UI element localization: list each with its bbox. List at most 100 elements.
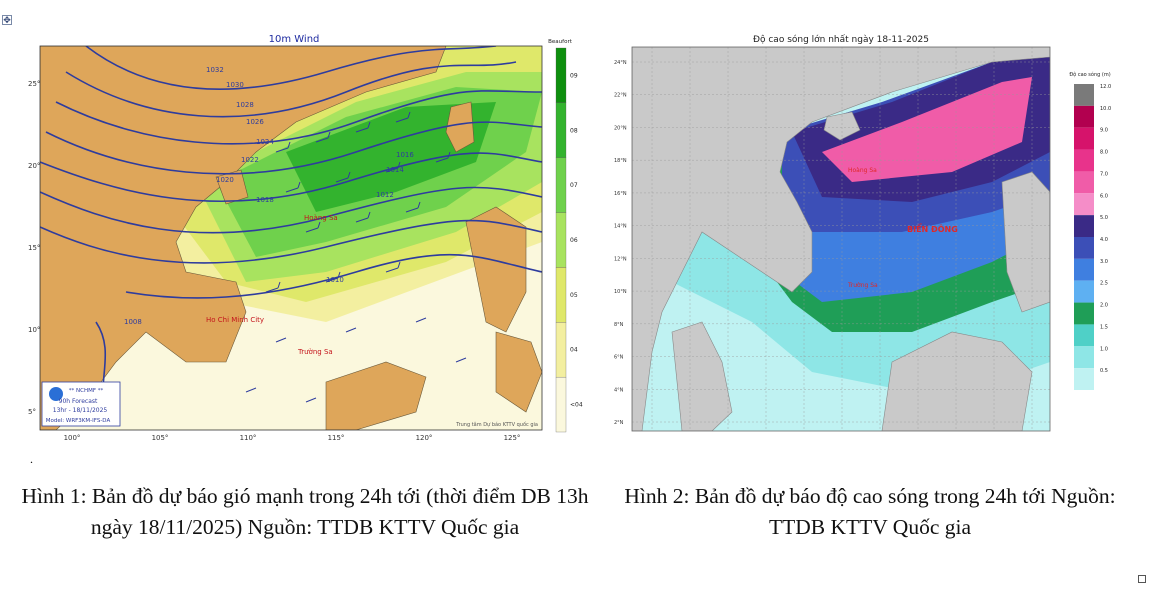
map-title: Độ cao sóng lớn nhất ngày 18-11-2025 bbox=[753, 34, 929, 45]
paragraph-marker: . bbox=[30, 452, 33, 466]
lat-tick-label: 15° bbox=[28, 244, 40, 252]
legend-label: 3.0 bbox=[1100, 259, 1108, 265]
legend-swatch bbox=[1074, 215, 1094, 237]
legend-swatch bbox=[555, 376, 567, 433]
lon-tick-label: 125° bbox=[504, 434, 521, 442]
isobar-label: 1030 bbox=[226, 81, 244, 89]
lat-tick-label: 5° bbox=[28, 408, 36, 416]
legend-label: 06 bbox=[570, 237, 578, 244]
legend-label: 12.0 bbox=[1100, 84, 1111, 90]
move-anchor-icon[interactable]: ✥ bbox=[2, 15, 12, 26]
legend-swatch bbox=[1074, 346, 1094, 369]
isobar-label: 1032 bbox=[206, 66, 224, 74]
legend-label: <04 bbox=[570, 402, 583, 409]
org-label: ** NCHMF ** bbox=[69, 388, 104, 394]
lat-tick-label: 20°N bbox=[614, 125, 627, 131]
legend-swatch bbox=[555, 102, 567, 158]
isobar-label: 1026 bbox=[246, 118, 264, 126]
place-label: Hoàng Sa bbox=[304, 214, 338, 222]
isobar-label: 1012 bbox=[376, 191, 394, 199]
legend-label: 1.5 bbox=[1100, 324, 1108, 330]
legend-swatch bbox=[1074, 302, 1094, 325]
resize-handle-icon[interactable] bbox=[1138, 575, 1146, 583]
wave-height-map: BIỂN ĐÔNG Hoàng Sa Trường Sa Độ cao sóng… bbox=[614, 34, 1111, 432]
sea-label: BIỂN ĐÔNG bbox=[907, 222, 958, 234]
legend-label: 07 bbox=[570, 182, 578, 189]
lon-tick-label: 100° bbox=[64, 434, 81, 442]
legend-swatch bbox=[1074, 149, 1094, 172]
legend-swatch bbox=[1074, 237, 1094, 259]
legend-title: Beaufort bbox=[548, 39, 573, 45]
legend-label: 2.0 bbox=[1100, 303, 1108, 309]
forecast-hour: 90h Forecast bbox=[59, 398, 98, 405]
isobar-label: 1010 bbox=[326, 276, 344, 284]
map-footer: Trung tâm Dự báo KTTV quốc gia bbox=[455, 421, 538, 428]
legend-label: 05 bbox=[570, 292, 578, 299]
legend-swatch bbox=[1074, 280, 1094, 303]
place-label: Ho Chi Minh City bbox=[206, 316, 264, 324]
legend-swatch bbox=[555, 157, 567, 213]
legend-label: 8.0 bbox=[1100, 150, 1108, 156]
figure-2-caption: Hình 2: Bản đồ dự báo độ cao sóng trong … bbox=[624, 484, 1116, 539]
lon-tick-label: 105° bbox=[152, 434, 169, 442]
legend-swatch bbox=[1074, 368, 1094, 390]
lat-tick-label: 25° bbox=[28, 80, 40, 88]
legend-label: 1.0 bbox=[1100, 346, 1108, 352]
nchmf-logo-icon bbox=[49, 387, 63, 401]
forecast-time: 13hr - 18/11/2025 bbox=[53, 407, 108, 414]
legend-label: 08 bbox=[570, 127, 578, 134]
legend-label: 0.5 bbox=[1100, 368, 1108, 374]
lon-tick-label: 120° bbox=[416, 434, 433, 442]
lat-tick-label: 20° bbox=[28, 162, 40, 170]
lat-tick-label: 24°N bbox=[614, 60, 627, 66]
isobar-label: 1028 bbox=[236, 101, 254, 109]
legend-swatch bbox=[555, 212, 567, 268]
model-name: Model: WRF3KM-IFS-DA bbox=[46, 418, 111, 424]
map-title: 10m Wind bbox=[269, 34, 320, 45]
isobar-label: 1014 bbox=[386, 166, 404, 174]
lat-tick-label: 22°N bbox=[614, 93, 627, 99]
figure-1-caption: Hình 1: Bản đồ dự báo gió mạnh trong 24h… bbox=[21, 484, 589, 539]
isobar-label: 1024 bbox=[256, 138, 274, 146]
legend-label: 10.0 bbox=[1100, 106, 1111, 112]
lat-tick-label: 4°N bbox=[614, 387, 624, 393]
legend-label: 9.0 bbox=[1100, 128, 1108, 134]
lat-tick-label: 2°N bbox=[614, 420, 624, 426]
legend-title: Độ cao sóng (m) bbox=[1069, 71, 1110, 78]
lat-tick-label: 10° bbox=[28, 326, 40, 334]
lat-tick-label: 14°N bbox=[614, 224, 627, 230]
legend-swatch bbox=[555, 322, 567, 378]
legend-label: 7.0 bbox=[1100, 171, 1108, 177]
legend-label: 09 bbox=[570, 72, 578, 79]
legend-label: 5.0 bbox=[1100, 215, 1108, 221]
isobar-label: 1018 bbox=[256, 196, 274, 204]
legend-swatch bbox=[1074, 171, 1094, 194]
legend-swatch bbox=[555, 47, 567, 104]
lon-tick-label: 110° bbox=[240, 434, 257, 442]
legend-label: 2.5 bbox=[1100, 281, 1108, 287]
legend-label: 6.0 bbox=[1100, 193, 1108, 199]
place-label: Trường Sa bbox=[297, 348, 333, 356]
legend-swatch bbox=[1074, 324, 1094, 347]
place-label: Trường Sa bbox=[847, 282, 878, 289]
lat-tick-label: 8°N bbox=[614, 322, 624, 328]
lat-tick-label: 16°N bbox=[614, 191, 627, 197]
legend-label: 4.0 bbox=[1100, 237, 1108, 243]
isobar-label: 1008 bbox=[124, 318, 142, 326]
lat-tick-label: 18°N bbox=[614, 158, 627, 164]
place-label: Hoàng Sa bbox=[848, 167, 877, 174]
legend-swatch bbox=[555, 267, 567, 323]
isobar-label: 1016 bbox=[396, 151, 414, 159]
legend-swatch bbox=[1074, 105, 1094, 128]
isobar-label: 1020 bbox=[216, 176, 234, 184]
legend-swatch bbox=[1074, 84, 1094, 106]
lon-tick-label: 115° bbox=[328, 434, 345, 442]
legend-swatch bbox=[1074, 127, 1094, 150]
legend-swatch bbox=[1074, 193, 1094, 216]
legend-swatch bbox=[1074, 258, 1094, 281]
lat-tick-label: 6°N bbox=[614, 355, 624, 361]
lat-tick-label: 10°N bbox=[614, 289, 627, 295]
isobar-label: 1022 bbox=[241, 156, 259, 164]
forecast-info-box: ** NCHMF ** 90h Forecast 13hr - 18/11/20… bbox=[41, 381, 121, 427]
